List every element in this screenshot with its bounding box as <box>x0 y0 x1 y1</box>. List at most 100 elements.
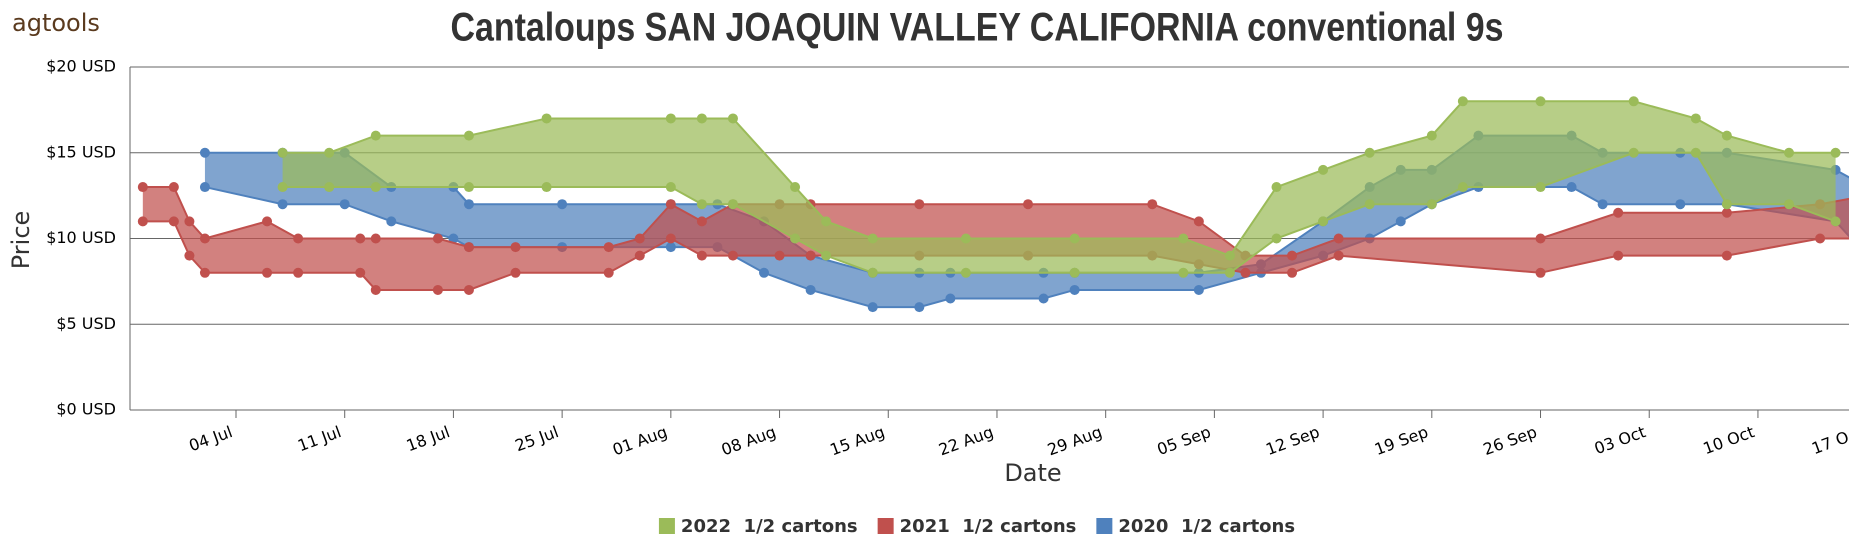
point-high <box>696 113 707 124</box>
y-tick-label: $15 USD <box>46 142 116 161</box>
point-low <box>293 267 304 278</box>
point-low <box>914 302 925 313</box>
x-tick-label: 03 Oct <box>1592 422 1648 458</box>
point-low <box>1830 216 1841 227</box>
point-low <box>1566 182 1577 193</box>
point-high <box>137 182 148 193</box>
point-high <box>665 199 676 210</box>
range-low-line <box>282 151 1836 274</box>
point-low <box>510 267 521 278</box>
point-high <box>1069 233 1080 244</box>
x-tick-label: 12 Sep <box>1263 422 1322 459</box>
legend-swatch <box>658 518 675 534</box>
point-high <box>463 242 474 253</box>
point-low <box>541 182 552 193</box>
point-high <box>324 147 335 158</box>
point-low <box>277 199 288 210</box>
x-tick-label: 01 Aug <box>610 422 670 459</box>
point-low <box>1240 267 1251 278</box>
point-low <box>168 216 179 227</box>
point-high <box>867 233 878 244</box>
point-low <box>665 242 676 253</box>
point-high <box>1690 113 1701 124</box>
x-axis-title: Date <box>1004 459 1061 487</box>
range-low-line <box>142 220 1849 291</box>
point-high <box>541 113 552 124</box>
point-low <box>634 250 645 261</box>
point-high <box>634 233 645 244</box>
point-low <box>1069 267 1080 278</box>
legend-label: 2022 1/2 cartons <box>681 516 858 537</box>
point-low <box>1675 199 1686 210</box>
point-low <box>1069 284 1080 295</box>
point-high <box>914 199 925 210</box>
point-low <box>1613 250 1624 261</box>
point-low <box>867 302 878 313</box>
point-high <box>1426 130 1437 141</box>
point-low <box>386 216 397 227</box>
legend-label: 2021 1/2 cartons <box>900 516 1077 537</box>
point-low <box>448 233 459 244</box>
point-high <box>1224 250 1235 261</box>
point-high <box>463 199 474 210</box>
legend-label: 2020 1/2 cartons <box>1118 516 1295 537</box>
point-high <box>1147 199 1158 210</box>
x-tick-label: 17 Oct <box>1809 422 1849 458</box>
point-high <box>1318 164 1329 175</box>
point-high <box>432 233 443 244</box>
point-high <box>184 216 195 227</box>
point-low <box>774 250 785 261</box>
point-high <box>727 113 738 124</box>
point-high <box>790 182 801 193</box>
point-high <box>696 216 707 227</box>
point-low <box>1318 216 1329 227</box>
point-low <box>665 182 676 193</box>
point-high <box>960 233 971 244</box>
point-high <box>1333 233 1344 244</box>
point-low <box>665 233 676 244</box>
point-high <box>1784 147 1794 158</box>
logo: agtools <box>12 9 100 37</box>
point-low <box>137 216 148 227</box>
point-low <box>199 267 210 278</box>
point-low <box>199 182 210 193</box>
x-tick-label: 26 Sep <box>1481 422 1540 459</box>
range-area <box>282 101 1836 273</box>
x-tick-label: 08 Aug <box>719 422 779 459</box>
point-low <box>1721 250 1732 261</box>
point-high <box>168 182 179 193</box>
x-tick-label: 05 Sep <box>1155 422 1214 459</box>
point-low <box>1333 250 1344 261</box>
point-high <box>1023 199 1034 210</box>
range-high-line <box>142 186 1849 257</box>
x-tick-label: 11 Jul <box>295 422 344 455</box>
point-low <box>432 284 443 295</box>
y-tick-label: $20 USD <box>46 57 116 76</box>
x-tick-label: 04 Jul <box>186 422 235 455</box>
point-high <box>1287 250 1298 261</box>
point-low <box>262 267 273 278</box>
point-low <box>1395 216 1406 227</box>
point-high <box>510 242 521 253</box>
point-low <box>945 293 956 304</box>
point-high <box>1457 96 1468 107</box>
point-low <box>463 182 474 193</box>
point-low <box>370 284 381 295</box>
point-low <box>1287 267 1298 278</box>
point-low <box>184 250 195 261</box>
legend: 2022 1/2 cartons 2021 1/2 cartons 2020 1/2… <box>658 516 1295 537</box>
point-low <box>1628 147 1639 158</box>
point-low <box>1364 199 1375 210</box>
point-low <box>727 250 738 261</box>
legend-swatch <box>877 518 894 534</box>
point-high <box>603 242 614 253</box>
point-low <box>603 267 614 278</box>
point-high <box>262 216 273 227</box>
point-low <box>805 250 816 261</box>
point-low <box>1815 233 1826 244</box>
point-low <box>821 250 832 261</box>
x-tick-label: 22 Aug <box>936 422 996 459</box>
point-high <box>821 216 832 227</box>
point-high <box>199 233 210 244</box>
